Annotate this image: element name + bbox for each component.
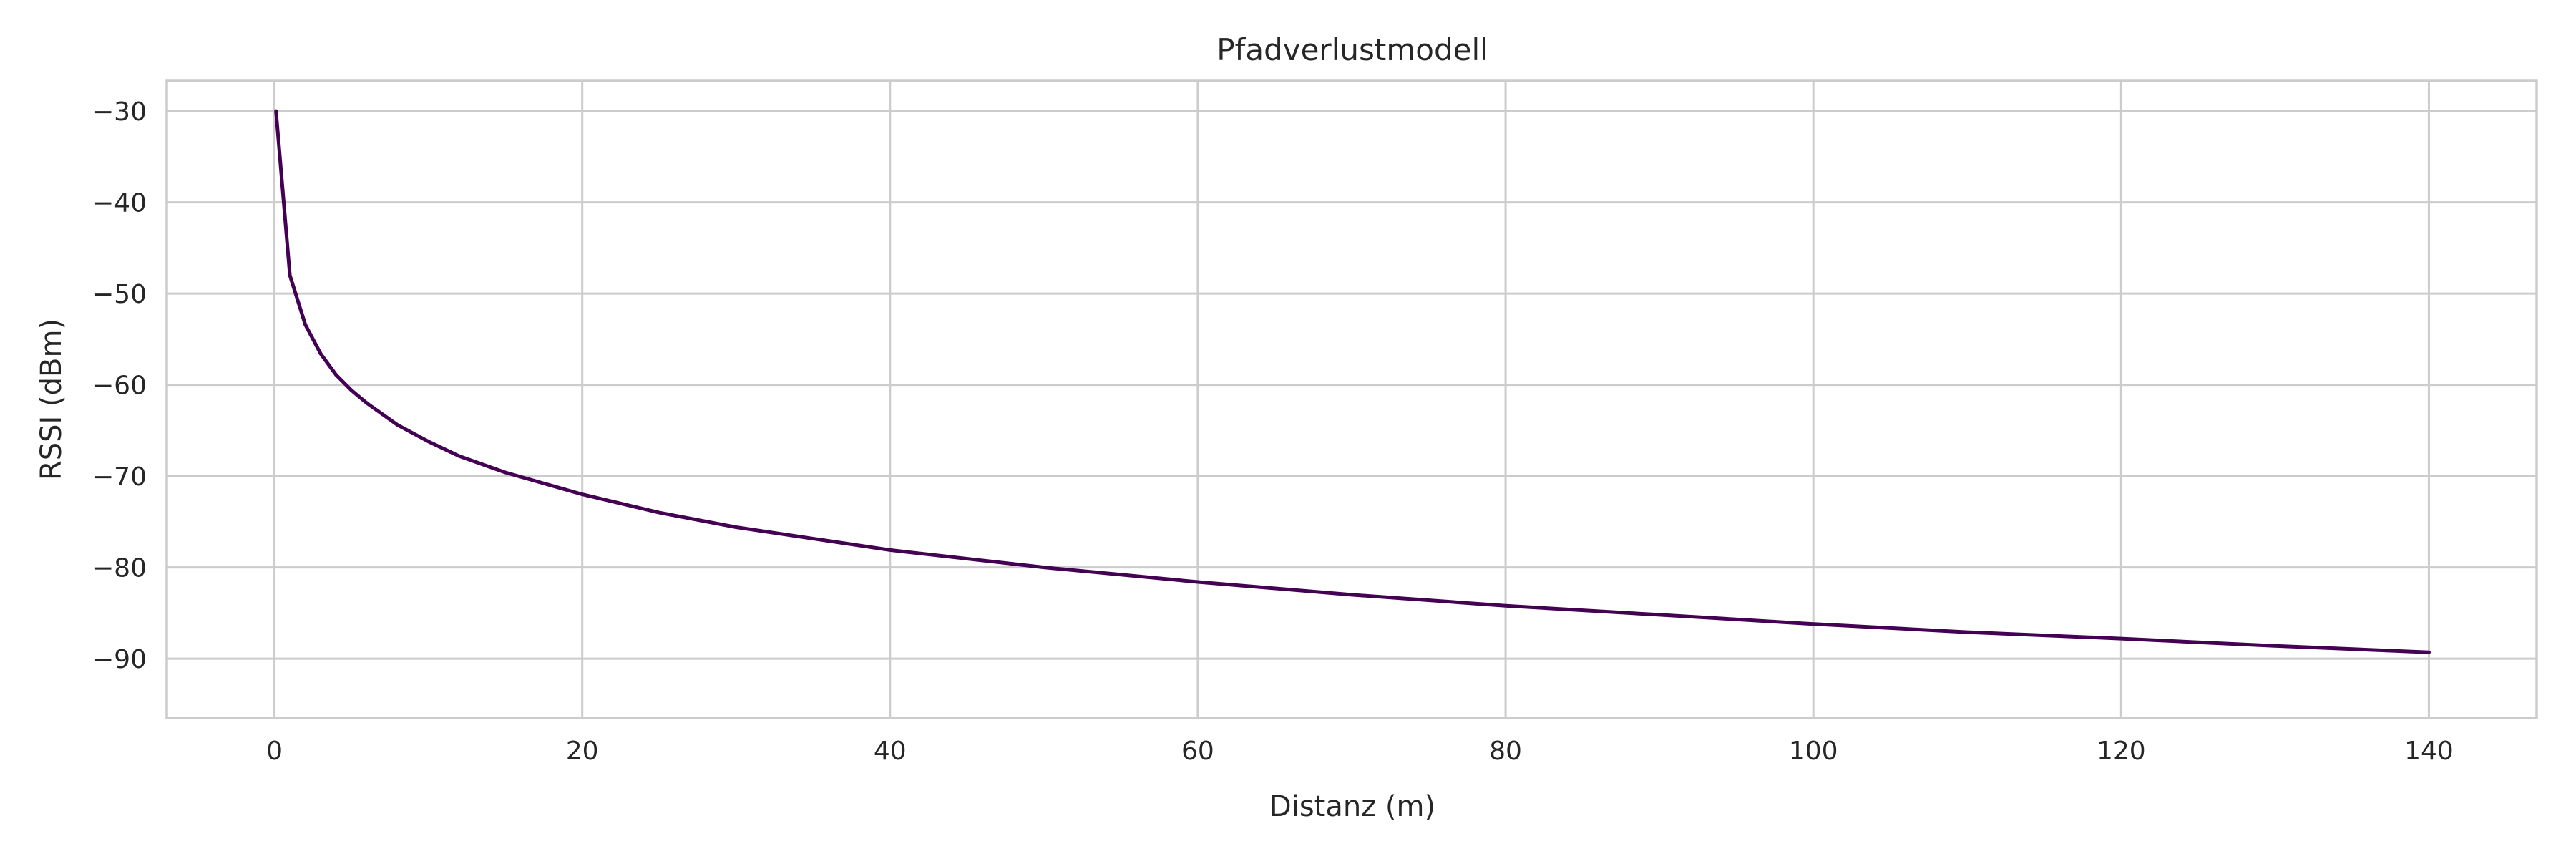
x-tick-label: 40 [874, 737, 907, 766]
series-line [274, 109, 2431, 654]
chart-title: Pfadverlustmodell [1216, 32, 1488, 67]
x-tick-label: 0 [266, 737, 283, 766]
y-tick-label: −50 [92, 280, 147, 309]
series-layer [274, 109, 2431, 654]
grid [167, 81, 2537, 718]
y-tick-label: −60 [92, 372, 147, 401]
y-tick-label: −80 [92, 554, 147, 583]
y-tick-label: −90 [92, 645, 147, 674]
x-tick-label: 60 [1181, 737, 1214, 766]
x-tick-label: 80 [1489, 737, 1522, 766]
y-axis-ticks: −30 −40 −50 −60 −70 −80 −90 [92, 97, 147, 674]
y-tick-label: −40 [92, 189, 147, 218]
x-tick-label: 120 [2097, 737, 2146, 766]
y-tick-label: −70 [92, 462, 147, 492]
y-axis-label: RSSI (dBm) [35, 319, 68, 480]
x-tick-label: 20 [566, 737, 599, 766]
plot-frame [165, 79, 2538, 719]
x-axis-ticks: 0 20 40 60 80 100 120 140 [266, 737, 2454, 766]
x-tick-label: 140 [2404, 737, 2454, 766]
y-tick-label: −30 [92, 97, 147, 127]
x-axis-label: Distanz (m) [1269, 790, 1435, 823]
x-tick-label: 100 [1789, 737, 1838, 766]
